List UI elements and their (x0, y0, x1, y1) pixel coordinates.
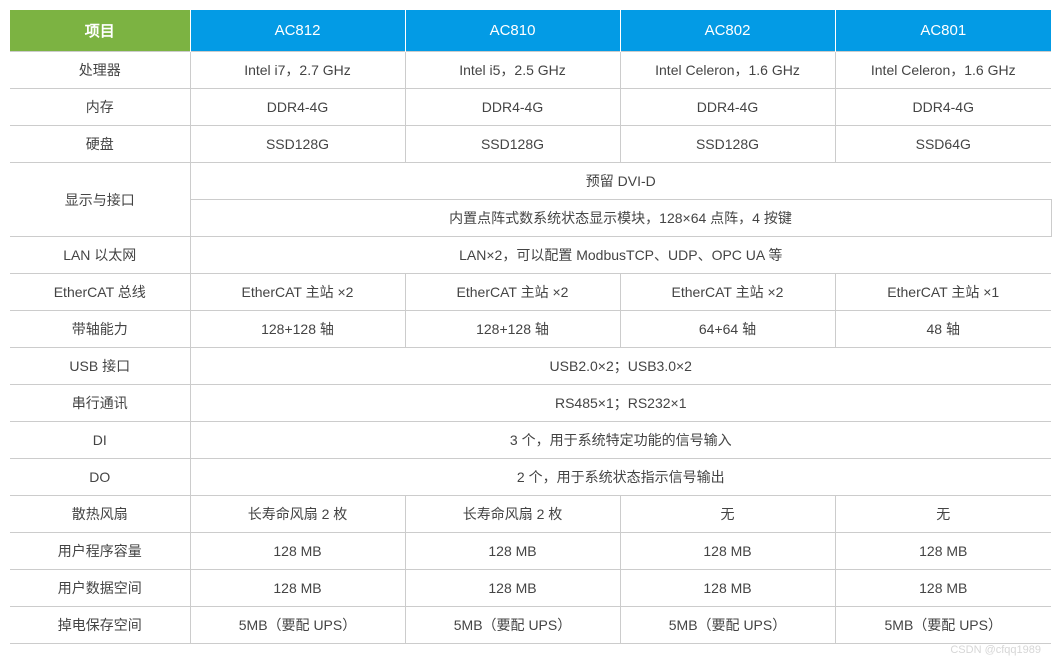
watermark-text: CSDN @cfqq1989 (950, 644, 1041, 656)
cell-value: EtherCAT 主站 ×2 (190, 274, 405, 311)
cell-label: EtherCAT 总线 (10, 274, 190, 311)
cell-value: EtherCAT 主站 ×1 (835, 274, 1051, 311)
cell-value: EtherCAT 主站 ×2 (620, 274, 835, 311)
row-axis: 带轴能力 128+128 轴 128+128 轴 64+64 轴 48 轴 (10, 311, 1051, 348)
cell-value-merged: RS485×1；RS232×1 (190, 385, 1051, 422)
cell-label: 用户程序容量 (10, 533, 190, 570)
cell-value: EtherCAT 主站 ×2 (405, 274, 620, 311)
row-disk: 硬盘 SSD128G SSD128G SSD128G SSD64G (10, 126, 1051, 163)
cell-value: 128+128 轴 (190, 311, 405, 348)
cell-label: 硬盘 (10, 126, 190, 163)
cell-value: 128 MB (620, 533, 835, 570)
row-cpu: 处理器 Intel i7，2.7 GHz Intel i5，2.5 GHz In… (10, 52, 1051, 89)
cell-value: 128+128 轴 (405, 311, 620, 348)
cell-value: 128 MB (405, 533, 620, 570)
cell-value: 48 轴 (835, 311, 1051, 348)
header-ac801: AC801 (835, 10, 1051, 52)
row-di: DI 3 个，用于系统特定功能的信号输入 (10, 422, 1051, 459)
cell-value: DDR4-4G (835, 89, 1051, 126)
cell-value-merged: 3 个，用于系统特定功能的信号输入 (190, 422, 1051, 459)
table-body: 处理器 Intel i7，2.7 GHz Intel i5，2.5 GHz In… (10, 52, 1051, 644)
cell-value: Intel i5，2.5 GHz (405, 52, 620, 89)
header-ac810: AC810 (405, 10, 620, 52)
row-usb: USB 接口 USB2.0×2；USB3.0×2 (10, 348, 1051, 385)
cell-value: 128 MB (190, 570, 405, 607)
header-ac812: AC812 (190, 10, 405, 52)
cell-value: 无 (835, 496, 1051, 533)
cell-value: Intel Celeron，1.6 GHz (620, 52, 835, 89)
header-label: 项目 (10, 10, 190, 52)
cell-value: 长寿命风扇 2 枚 (190, 496, 405, 533)
cell-label: 显示与接口 (10, 163, 190, 237)
cell-label: 散热风扇 (10, 496, 190, 533)
header-row: 项目 AC812 AC810 AC802 AC801 (10, 10, 1051, 52)
cell-label: 内存 (10, 89, 190, 126)
cell-value-merged: 2 个，用于系统状态指示信号输出 (190, 459, 1051, 496)
row-program: 用户程序容量 128 MB 128 MB 128 MB 128 MB (10, 533, 1051, 570)
spec-table: 项目 AC812 AC810 AC802 AC801 处理器 Intel i7，… (10, 10, 1052, 644)
cell-label: DI (10, 422, 190, 459)
cell-value: 128 MB (835, 570, 1051, 607)
cell-label: LAN 以太网 (10, 237, 190, 274)
cell-value: DDR4-4G (620, 89, 835, 126)
cell-value-merged: 预留 DVI-D (190, 163, 1051, 200)
row-memory: 内存 DDR4-4G DDR4-4G DDR4-4G DDR4-4G (10, 89, 1051, 126)
cell-value: Intel Celeron，1.6 GHz (835, 52, 1051, 89)
cell-value: DDR4-4G (190, 89, 405, 126)
cell-value: 5MB（要配 UPS） (835, 607, 1051, 644)
cell-label: 用户数据空间 (10, 570, 190, 607)
cell-value: SSD64G (835, 126, 1051, 163)
row-dataspace: 用户数据空间 128 MB 128 MB 128 MB 128 MB (10, 570, 1051, 607)
row-ethercat: EtherCAT 总线 EtherCAT 主站 ×2 EtherCAT 主站 ×… (10, 274, 1051, 311)
cell-value: 64+64 轴 (620, 311, 835, 348)
cell-value: 长寿命风扇 2 枚 (405, 496, 620, 533)
cell-label: 处理器 (10, 52, 190, 89)
cell-value: Intel i7，2.7 GHz (190, 52, 405, 89)
row-serial: 串行通讯 RS485×1；RS232×1 (10, 385, 1051, 422)
cell-value: DDR4-4G (405, 89, 620, 126)
cell-value: 128 MB (405, 570, 620, 607)
cell-value-merged: USB2.0×2；USB3.0×2 (190, 348, 1051, 385)
row-display-1: 显示与接口 预留 DVI-D (10, 163, 1051, 200)
cell-value: 5MB（要配 UPS） (620, 607, 835, 644)
row-poweroff: 掉电保存空间 5MB（要配 UPS） 5MB（要配 UPS） 5MB（要配 UP… (10, 607, 1051, 644)
cell-label: 掉电保存空间 (10, 607, 190, 644)
cell-value-merged: 内置点阵式数系统状态显示模块，128×64 点阵，4 按键 (190, 200, 1051, 237)
cell-value: 5MB（要配 UPS） (405, 607, 620, 644)
cell-label: USB 接口 (10, 348, 190, 385)
cell-value: SSD128G (190, 126, 405, 163)
cell-value: SSD128G (620, 126, 835, 163)
row-lan: LAN 以太网 LAN×2，可以配置 ModbusTCP、UDP、OPC UA … (10, 237, 1051, 274)
cell-label: DO (10, 459, 190, 496)
row-do: DO 2 个，用于系统状态指示信号输出 (10, 459, 1051, 496)
header-ac802: AC802 (620, 10, 835, 52)
row-fan: 散热风扇 长寿命风扇 2 枚 长寿命风扇 2 枚 无 无 (10, 496, 1051, 533)
cell-label: 带轴能力 (10, 311, 190, 348)
cell-label: 串行通讯 (10, 385, 190, 422)
cell-value: 128 MB (190, 533, 405, 570)
cell-value: 5MB（要配 UPS） (190, 607, 405, 644)
cell-value: 128 MB (835, 533, 1051, 570)
cell-value: 128 MB (620, 570, 835, 607)
cell-value: SSD128G (405, 126, 620, 163)
cell-value: 无 (620, 496, 835, 533)
cell-value-merged: LAN×2，可以配置 ModbusTCP、UDP、OPC UA 等 (190, 237, 1051, 274)
